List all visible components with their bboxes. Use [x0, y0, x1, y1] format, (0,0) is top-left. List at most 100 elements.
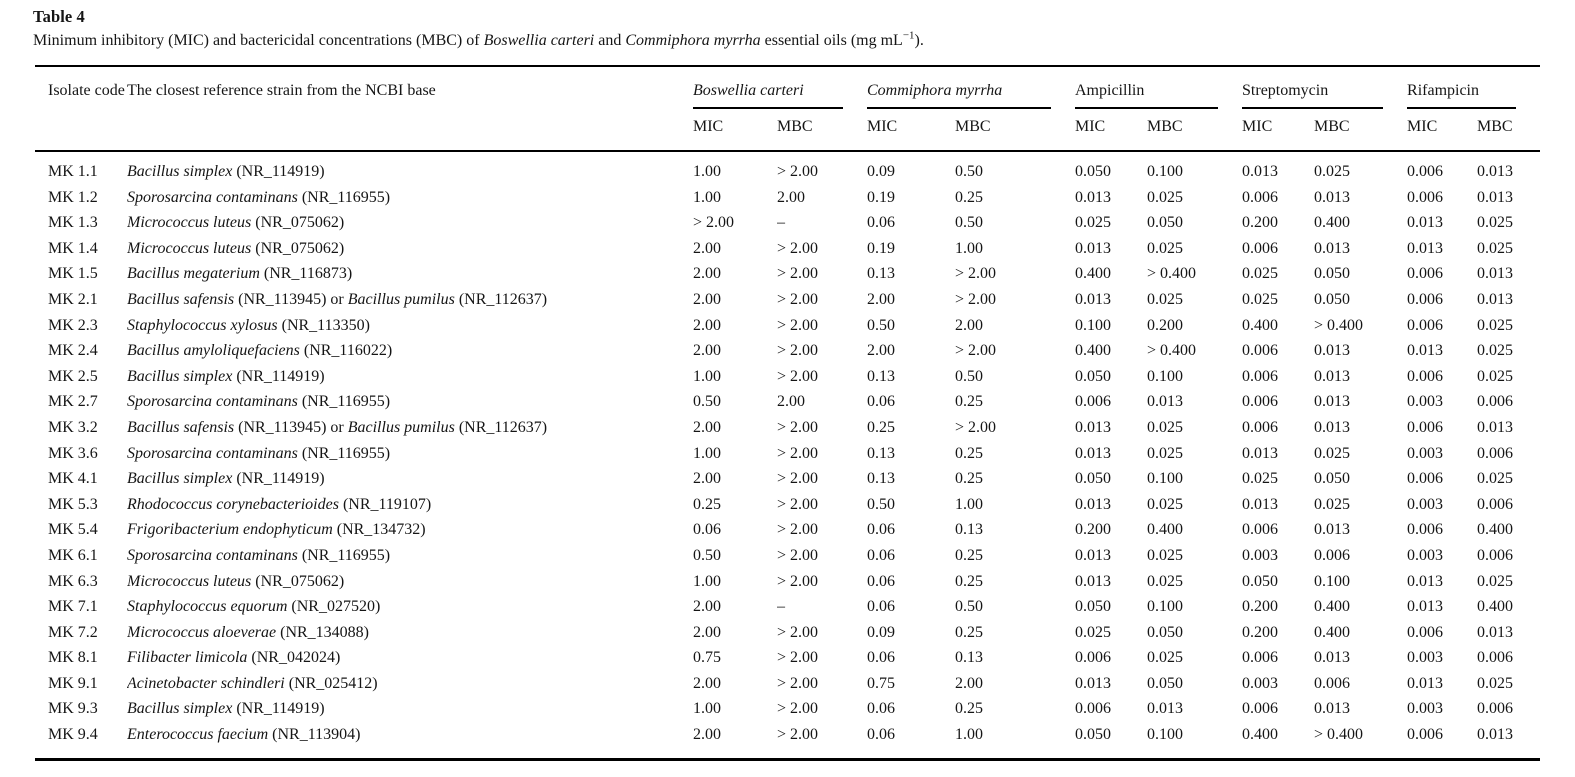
- isolate-code-cell: MK 1.4: [48, 239, 98, 257]
- value-cell: > 2.00: [955, 290, 997, 308]
- value-cell: 0.025: [1147, 239, 1183, 257]
- table-row: MK 2.7 Sporosarcina contaminans (NR_11695…: [35, 390, 1540, 416]
- value-cell: 0.013: [1242, 163, 1279, 180]
- strain-cell: Bacillus simplex (NR_114919): [127, 364, 693, 390]
- strain-accession: (NR_116873): [259, 265, 353, 283]
- strain-accession: (NR_116955): [297, 188, 391, 206]
- value-cell: 0.025: [1477, 572, 1514, 590]
- value-cell: 0.006: [1075, 649, 1111, 667]
- value-cell: 0.100: [1147, 163, 1183, 180]
- value-cell: 0.50: [693, 393, 721, 411]
- value-cell: 0.025: [1147, 495, 1183, 513]
- isolate-code-cell: MK 2.7: [48, 393, 98, 411]
- value-cell: 0.003: [1242, 546, 1279, 564]
- value-cell: 0.013: [1075, 546, 1111, 564]
- value-cell: 0.006: [1314, 546, 1351, 564]
- table-title: Table 4: [33, 7, 85, 26]
- value-cell: 0.013: [1314, 521, 1351, 539]
- value-cell: 1.00: [693, 163, 721, 180]
- table-row: MK 1.3 Micrococcus luteus (NR_075062) > 2.…: [35, 210, 1540, 236]
- value-cell: 0.06: [867, 700, 895, 718]
- value-cell: 0.13: [867, 265, 895, 283]
- value-cell: 0.025: [1242, 265, 1279, 283]
- value-cell: 0.400: [1147, 521, 1183, 539]
- isolate-code-cell: MK 9.4: [48, 726, 98, 744]
- value-cell: 0.006: [1407, 265, 1444, 283]
- value-cell: > 2.00: [777, 700, 819, 718]
- caption-species-1: Boswellia carteri: [483, 32, 595, 49]
- value-cell: 0.025: [1075, 623, 1111, 641]
- value-cell: 2.00: [693, 290, 721, 308]
- strain-cell: Micrococcus aloeverae (NR_134088): [127, 620, 693, 646]
- value-cell: > 2.00: [777, 521, 819, 539]
- table-header: Isolate code The closest reference strai…: [35, 66, 1541, 152]
- value-cell: 2.00: [955, 316, 983, 334]
- value-cell: 0.013: [1075, 444, 1111, 462]
- value-cell: 0.013: [1407, 572, 1444, 590]
- value-cell: 0.25: [955, 393, 983, 411]
- value-cell: 0.100: [1147, 726, 1183, 744]
- value-cell: 2.00: [777, 188, 805, 206]
- value-cell: > 2.00: [777, 726, 819, 744]
- value-cell: 0.200: [1242, 623, 1279, 641]
- table-row: MK 8.1 Filibacter limicola (NR_042024) 0.7…: [35, 645, 1540, 671]
- value-cell: 0.013: [1314, 393, 1351, 411]
- value-cell: 0.100: [1147, 598, 1183, 616]
- col-header-strain: The closest reference strain from the NC…: [127, 66, 693, 152]
- strain-cell: Sporosarcina contaminans (NR_116955): [127, 185, 693, 211]
- table-row: MK 4.1 Bacillus simplex (NR_114919) 2.00 > …: [35, 466, 1540, 492]
- subheader-mic: MIC: [1407, 109, 1478, 152]
- value-cell: 1.00: [693, 188, 721, 206]
- strain-accession: (NR_114919): [232, 700, 325, 718]
- value-cell: 0.06: [867, 521, 895, 539]
- strain-species-name: Bacillus pumilus: [347, 290, 455, 308]
- strain-accession: (NR_119107): [338, 495, 432, 513]
- strain-cell: Bacillus safensis (NR_113945) or Bacillu…: [127, 287, 693, 313]
- strain-cell: Sporosarcina contaminans (NR_116955): [127, 441, 693, 467]
- strain-species-name: Frigoribacterium endophyticum: [127, 521, 333, 539]
- isolate-code-cell: MK 7.1: [48, 598, 98, 616]
- value-cell: 0.19: [867, 239, 895, 257]
- value-cell: 0.013: [1075, 188, 1111, 206]
- table-row: MK 9.4 Enterococcus faecium (NR_113904) 2.…: [35, 722, 1540, 759]
- value-cell: 0.013: [1477, 188, 1514, 206]
- table-row: MK 2.1 Bacillus safensis (NR_113945) or B…: [35, 287, 1540, 313]
- value-cell: 0.013: [1477, 163, 1514, 180]
- value-cell: 0.003: [1407, 649, 1444, 667]
- value-cell: > 2.00: [777, 163, 819, 180]
- isolate-code-cell: MK 6.1: [48, 546, 98, 564]
- value-cell: 2.00: [955, 674, 983, 692]
- strain-species-name: Bacillus amyloliquefaciens: [127, 342, 300, 360]
- value-cell: 0.13: [867, 470, 895, 488]
- value-cell: 0.025: [1242, 290, 1279, 308]
- value-cell: 0.050: [1075, 598, 1111, 616]
- value-cell: 0.006: [1477, 700, 1514, 718]
- value-cell: 2.00: [693, 239, 721, 257]
- value-cell: 0.006: [1477, 393, 1514, 411]
- value-cell: 0.75: [693, 649, 721, 667]
- value-cell: 0.06: [867, 726, 895, 744]
- value-cell: –: [777, 214, 785, 232]
- table-row: MK 5.4 Frigoribacterium endophyticum (NR_…: [35, 518, 1540, 544]
- subheader-mic: MIC: [693, 109, 777, 152]
- subheader-row: MIC MBC MIC MBC MIC MBC MIC MBC MIC MBC: [35, 109, 1541, 152]
- strain-accession: (NR_075062): [251, 214, 345, 232]
- value-cell: > 2.00: [777, 649, 819, 667]
- value-cell: 0.013: [1477, 623, 1514, 641]
- isolate-code-cell: MK 1.5: [48, 265, 98, 283]
- strain-accession: (NR_042024): [247, 649, 341, 667]
- value-cell: 0.025: [1314, 163, 1351, 180]
- value-cell: 0.025: [1147, 546, 1183, 564]
- strain-accession: (NR_134732): [332, 521, 426, 539]
- value-cell: 0.006: [1075, 393, 1111, 411]
- value-cell: 0.200: [1075, 521, 1111, 539]
- value-cell: 0.013: [1314, 188, 1351, 206]
- value-cell: 0.06: [867, 598, 895, 616]
- strain-species-name: Bacillus simplex: [127, 470, 233, 488]
- value-cell: 0.006: [1242, 418, 1279, 436]
- value-cell: > 2.00: [777, 290, 819, 308]
- value-cell: 0.006: [1242, 239, 1279, 257]
- value-cell: 0.06: [867, 214, 895, 232]
- value-cell: 0.025: [1477, 239, 1514, 257]
- strain-species-name: Bacillus safensis: [127, 418, 235, 436]
